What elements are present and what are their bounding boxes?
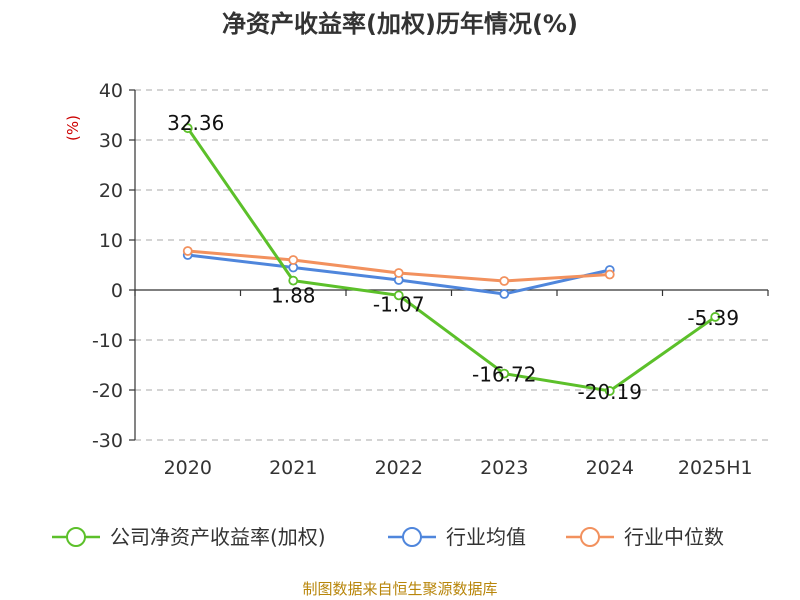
- x-tick-label: 2024: [586, 457, 634, 479]
- data-point: [499, 289, 510, 299]
- y-tick-labels: 40 30 20 10 0 -10 -20 -30: [92, 80, 123, 452]
- source-note: 制图数据来自恒生聚源数据库: [302, 580, 497, 598]
- data-point: [710, 312, 721, 322]
- legend-label: 行业中位数: [624, 525, 724, 549]
- data-labels: 32.36 1.88 -1.07 -16.72 -20.19 -5.39: [167, 111, 739, 404]
- x-tick-labels: 2020 2021 2022 2023 2024 2025H1: [164, 457, 753, 479]
- data-point: [288, 275, 299, 286]
- y-tick-label: 40: [99, 80, 123, 102]
- axes: [129, 89, 769, 441]
- data-point: [288, 255, 299, 265]
- legend-label: 公司净资产收益率(加权): [110, 525, 326, 549]
- data-point: [604, 269, 615, 280]
- y-tick-label: 20: [99, 180, 123, 202]
- series-line-0: [186, 127, 717, 393]
- data-label: 1.88: [271, 284, 316, 308]
- y-tick-label: 10: [99, 230, 123, 252]
- y-tick-label: -30: [92, 430, 123, 452]
- y-tick-label: 30: [99, 130, 123, 152]
- legend-marker: [402, 527, 422, 547]
- y-tick-label: 0: [111, 280, 123, 302]
- x-tick-label: 2023: [480, 457, 528, 479]
- legend-marker: [580, 527, 600, 547]
- data-point: [182, 123, 193, 134]
- data-point: [182, 246, 193, 256]
- x-tick-label: 2022: [375, 457, 423, 479]
- series-group: [182, 123, 721, 396]
- legend: 公司净资产收益率(加权) 行业均值 行业中位数: [52, 525, 724, 549]
- x-tick-label: 2021: [269, 457, 317, 479]
- y-axis-unit: (%): [64, 115, 82, 141]
- data-point: [499, 276, 510, 286]
- legend-marker: [66, 527, 86, 547]
- data-label: -20.19: [578, 380, 642, 404]
- data-label: -1.07: [373, 292, 425, 316]
- y-tick-label: -20: [92, 380, 123, 402]
- data-point: [393, 268, 404, 278]
- data-label: -16.72: [472, 363, 536, 387]
- data-label: 32.36: [167, 111, 224, 135]
- data-point: [604, 386, 615, 396]
- data-label: -5.39: [687, 306, 739, 330]
- x-tick-label: 2020: [164, 457, 212, 479]
- grid-lines: [135, 89, 768, 441]
- y-tick-label: -10: [92, 330, 123, 352]
- data-point: [393, 290, 404, 301]
- legend-label: 行业均值: [446, 525, 526, 549]
- data-point: [499, 368, 510, 379]
- chart-title: 净资产收益率(加权)历年情况(%): [222, 10, 578, 38]
- x-tick-label: 2025H1: [678, 457, 753, 479]
